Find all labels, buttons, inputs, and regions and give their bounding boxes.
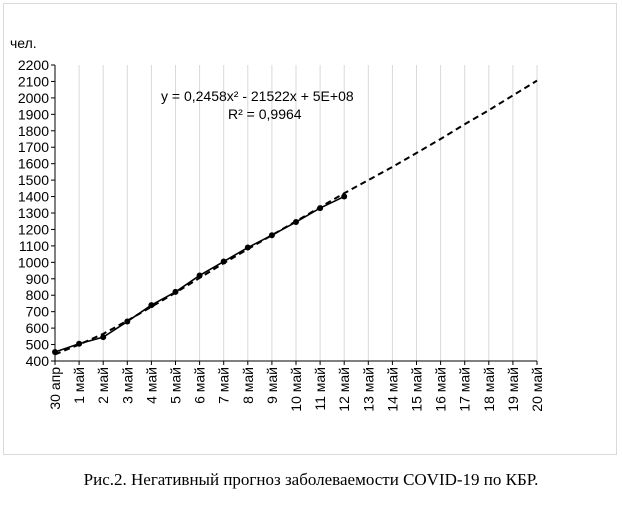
x-tick-label: 15 май [409, 367, 425, 412]
y-tick-label: 1300 [18, 205, 49, 221]
data-point [100, 334, 107, 341]
y-tick-label: 1400 [18, 189, 49, 205]
y-tick-label: 1100 [19, 238, 49, 254]
y-tick-labels: 4005006007008009001000110012001300140015… [18, 57, 55, 369]
x-tick-label: 19 май [505, 367, 521, 412]
data-point [124, 318, 131, 325]
y-tick-label: 2000 [18, 90, 49, 106]
grid-lines [78, 65, 538, 361]
y-tick-label: 600 [26, 320, 50, 336]
y-tick-label: 900 [26, 271, 50, 287]
y-tick-label: 800 [26, 287, 50, 303]
y-tick-label: 1200 [18, 221, 49, 237]
x-tick-label: 4 май [143, 367, 159, 404]
data-point [244, 244, 251, 251]
trendline-r-squared: R² = 0,9964 [228, 106, 302, 122]
x-tick-label: 9 май [264, 367, 280, 404]
x-tick-labels: 30 апр 1 май 2 май 3 май 4 май 5 май 6 май 7 ма… [47, 361, 545, 412]
y-tick-label: 2100 [18, 73, 49, 89]
data-point [148, 302, 155, 309]
y-tick-label: 400 [26, 353, 50, 369]
x-tick-label: 14 май [384, 367, 400, 412]
x-tick-label: 20 май [529, 367, 545, 412]
data-point [76, 340, 83, 347]
x-tick-label: 18 май [481, 367, 497, 412]
x-tick-label: 16 май [433, 367, 449, 412]
x-tick-label: 13 май [360, 367, 376, 412]
x-tick-label: 17 май [457, 367, 473, 412]
data-point [196, 272, 203, 279]
y-tick-label: 1600 [18, 156, 49, 172]
chart: чел. 40050060070080090010001100120013001… [10, 35, 545, 412]
x-tick-label: 11 май [312, 367, 328, 411]
data-point [341, 193, 348, 200]
x-tick-label: 7 май [216, 367, 232, 404]
data-point [268, 232, 275, 239]
figure-caption: Рис.2. Негативный прогноз заболеваемости… [83, 470, 539, 489]
y-axis-label: чел. [10, 35, 37, 51]
y-tick-label: 700 [26, 304, 50, 320]
x-tick-label: 12 май [336, 367, 352, 412]
y-tick-label: 1500 [18, 172, 49, 188]
x-tick-label: 5 май [168, 367, 184, 404]
x-tick-label: 3 май [119, 367, 135, 404]
data-point [220, 258, 227, 265]
y-tick-label: 1000 [18, 254, 49, 270]
x-tick-label: 1 май [71, 367, 87, 404]
y-tick-label: 1700 [18, 139, 49, 155]
data-point [172, 288, 179, 295]
y-tick-label: 1800 [18, 123, 49, 139]
x-tick-label: 6 май [192, 367, 208, 404]
series [52, 79, 538, 356]
x-tick-label: 2 май [95, 367, 111, 404]
y-tick-label: 1900 [18, 106, 49, 122]
y-tick-label: 500 [26, 337, 50, 353]
x-tick-label: 30 апр [47, 367, 63, 410]
trendline-equation: y = 0,2458x² - 21522x + 5E+08 [161, 88, 354, 104]
data-point [317, 205, 324, 212]
data-point [52, 348, 58, 355]
x-tick-label: 8 май [240, 367, 256, 404]
x-tick-label: 10 май [288, 367, 304, 412]
y-tick-label: 2200 [18, 57, 49, 73]
chart-frame [3, 3, 617, 455]
data-point [293, 219, 299, 226]
